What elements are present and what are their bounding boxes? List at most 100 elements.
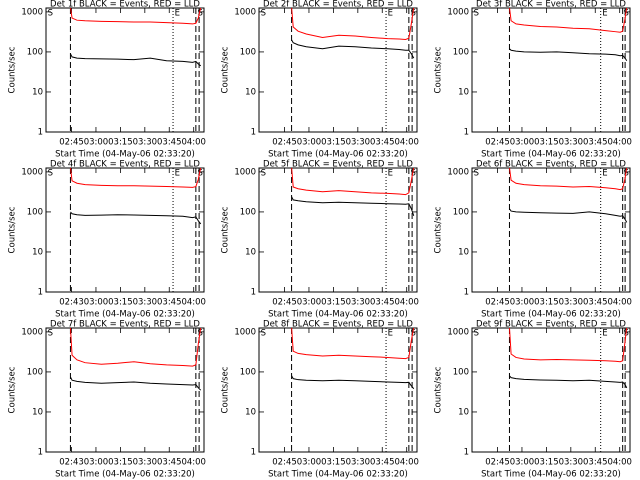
y-tick-label: 100: [453, 47, 469, 57]
annotation: E: [602, 169, 607, 179]
panel-title: Det 4f BLACK = Events, RED = LLD: [50, 160, 200, 170]
panel: Det 7f BLACK = Events, RED = LLD Counts/s…: [8, 320, 206, 480]
x-tick-label: 03:45: [583, 458, 608, 468]
x-tick-label: 02:45: [485, 458, 510, 468]
y-tick-label: 100: [240, 367, 256, 377]
x-axis-label: Start Time (04-May-06 02:33:20): [481, 150, 621, 160]
series-line: [69, 376, 202, 391]
annotation: E: [388, 329, 393, 339]
x-axis-label: Start Time (04-May-06 02:33:20): [268, 310, 408, 320]
x-tick-label: 03:15: [534, 458, 559, 468]
annotation: S: [410, 169, 415, 179]
x-tick-label: 03:45: [370, 298, 395, 308]
series-line: [70, 8, 202, 25]
y-tick-label: 10: [32, 407, 43, 417]
y-tick-label: 1000: [234, 7, 256, 17]
x-axis-label: Start Time (04-May-06 02:33:20): [268, 470, 408, 480]
plot-frame: [45, 7, 205, 133]
x-tick-label: 03:00: [84, 458, 109, 468]
y-tick-label: 1000: [234, 327, 256, 337]
y-axis-label: Counts/sec: [434, 46, 444, 93]
series-line: [509, 208, 628, 223]
panel: Det 8f BLACK = Events, RED = LLD Counts/s…: [221, 320, 419, 480]
panel: Det 4f BLACK = Events, RED = LLD Counts/s…: [8, 160, 206, 320]
y-tick-label: 10: [458, 87, 469, 97]
y-axis-label: Counts/sec: [434, 206, 444, 253]
annotation: S: [197, 9, 202, 19]
x-tick-label: 03:45: [370, 458, 395, 468]
y-axis-label: Counts/sec: [221, 366, 231, 413]
x-tick-label: 03:15: [108, 298, 133, 308]
x-tick-label: 03:15: [534, 298, 559, 308]
panel: Det 9f BLACK = Events, RED = LLD Counts/s…: [434, 320, 632, 480]
panel-title: Det 7f BLACK = Events, RED = LLD: [50, 320, 200, 330]
x-tick-label: 03:30: [133, 298, 158, 308]
x-tick-label: 03:45: [157, 458, 182, 468]
x-tick-label: 03:30: [133, 138, 158, 148]
annotation: S: [261, 329, 266, 339]
x-tick-label: 03:00: [510, 458, 535, 468]
x-tick-label: 03:45: [583, 298, 608, 308]
plot-frame: [258, 167, 418, 293]
plot-frame: [471, 7, 631, 133]
annotation: E: [175, 9, 180, 19]
y-tick-label: 1000: [21, 167, 43, 177]
series-line: [70, 168, 202, 188]
plot-frame: [471, 167, 631, 293]
annotation: S: [410, 329, 415, 339]
y-tick-label: 1: [464, 128, 469, 138]
x-tick-label: 02:45: [59, 138, 84, 148]
x-tick-label: 03:00: [297, 458, 322, 468]
panel-title: Det 3f BLACK = Events, RED = LLD: [476, 0, 626, 10]
y-tick-label: 100: [453, 367, 469, 377]
x-tick-label: 02:45: [272, 458, 297, 468]
panel-title: Det 9f BLACK = Events, RED = LLD: [476, 320, 626, 330]
x-tick-label: 03:00: [84, 298, 109, 308]
y-axis-label: Counts/sec: [221, 206, 231, 253]
plot-frame: [45, 327, 205, 453]
y-tick-label: 10: [32, 87, 43, 97]
series-line: [509, 8, 628, 33]
series-line: [291, 8, 415, 40]
x-tick-label: 03:30: [133, 458, 158, 468]
series-line: [291, 168, 415, 196]
x-tick-label: 03:45: [157, 298, 182, 308]
series-line: [291, 328, 415, 360]
y-axis-label: Counts/sec: [434, 366, 444, 413]
x-tick-label: 04:00: [394, 138, 419, 148]
series-line: [291, 375, 415, 390]
y-tick-label: 1: [464, 448, 469, 458]
y-tick-label: 100: [240, 47, 256, 57]
panel: Det 2f BLACK = Events, RED = LLD Counts/s…: [221, 0, 419, 160]
y-tick-label: 10: [245, 87, 256, 97]
plot-frame: [471, 327, 631, 453]
x-tick-label: 04:00: [607, 458, 632, 468]
panel-title: Det 2f BLACK = Events, RED = LLD: [263, 0, 413, 10]
x-tick-label: 03:30: [346, 138, 371, 148]
panel: Det 5f BLACK = Events, RED = LLD Counts/s…: [221, 160, 419, 320]
y-tick-label: 100: [27, 47, 43, 57]
y-axis-label: Counts/sec: [221, 46, 231, 93]
y-tick-label: 100: [453, 207, 469, 217]
x-tick-label: 03:30: [559, 298, 584, 308]
x-tick-label: 02:45: [272, 298, 297, 308]
annotation: S: [261, 9, 266, 19]
series-line: [69, 53, 202, 67]
x-tick-label: 02:45: [485, 298, 510, 308]
annotation: S: [48, 169, 53, 179]
x-tick-label: 03:30: [559, 458, 584, 468]
y-tick-label: 1: [251, 448, 256, 458]
annotation: S: [261, 169, 266, 179]
annotation: E: [388, 9, 393, 19]
annotation: S: [474, 329, 479, 339]
x-tick-label: 03:15: [321, 298, 346, 308]
x-axis-label: Start Time (04-May-06 02:33:20): [55, 310, 195, 320]
panel-title: Det 1f BLACK = Events, RED = LLD: [50, 0, 200, 10]
x-tick-label: 04:00: [607, 298, 632, 308]
x-tick-label: 02:43: [59, 458, 84, 468]
panel: Det 6f BLACK = Events, RED = LLD Counts/s…: [434, 160, 632, 320]
y-tick-label: 1: [464, 288, 469, 298]
panel: Det 3f BLACK = Events, RED = LLD Counts/s…: [434, 0, 632, 160]
x-axis-label: Start Time (04-May-06 02:33:20): [481, 310, 621, 320]
